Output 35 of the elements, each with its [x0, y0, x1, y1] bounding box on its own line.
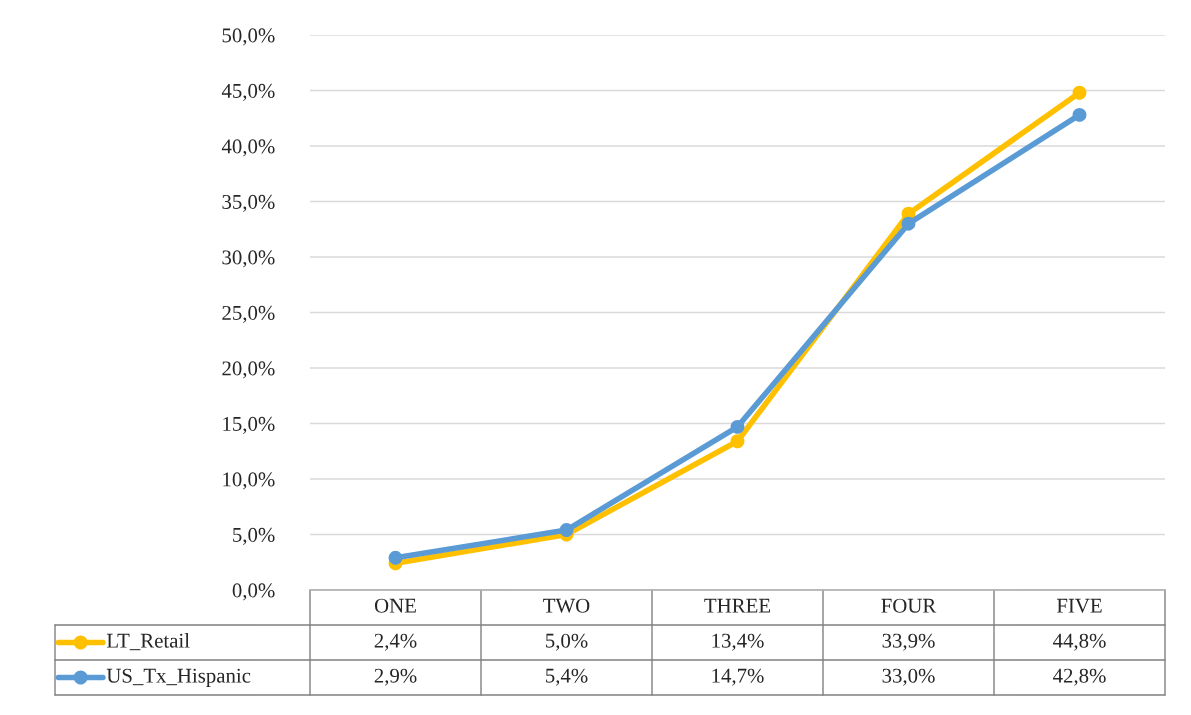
- data-label: 2,4%: [374, 633, 417, 651]
- y-tick-label: 25,0%: [222, 305, 275, 323]
- data-label: 44,8%: [1053, 633, 1106, 651]
- y-tick-label: 30,0%: [222, 250, 275, 268]
- x-tick-label: FOUR: [881, 598, 937, 613]
- point: [559, 523, 574, 537]
- x-tick-label: TWO: [543, 598, 590, 613]
- point: [730, 434, 745, 449]
- y-tick-label: 10,0%: [223, 472, 275, 490]
- y-tick-label: 5,0%: [233, 527, 275, 545]
- x-tick-label: FIVE: [1056, 598, 1102, 613]
- data-label: 13,4%: [712, 633, 764, 651]
- data-label: 33,9%: [882, 633, 935, 651]
- legend-label: LT_Retail: [106, 633, 190, 651]
- data-label: 42,8%: [1053, 668, 1106, 686]
- data-label: 33,0%: [882, 668, 935, 686]
- y-tick-label: 35,0%: [222, 194, 275, 212]
- y-tick-label: 20,0%: [222, 361, 275, 379]
- point: [901, 216, 916, 231]
- x-tick-label: ONE: [374, 598, 416, 613]
- data-label: 5,0%: [546, 633, 588, 651]
- point: [730, 419, 745, 434]
- y-tick-label: 40,0%: [221, 139, 275, 157]
- x-tick-label: THREE: [704, 598, 771, 613]
- data-label: 2,9%: [374, 668, 417, 686]
- point: [1072, 107, 1087, 122]
- point: [1072, 85, 1087, 100]
- point: [388, 550, 403, 565]
- y-tick-label: 50,0%: [222, 28, 275, 46]
- y-tick-label: 15,0%: [223, 416, 275, 434]
- y-tick-label: 0,0%: [232, 583, 275, 601]
- data-label: 5,4%: [546, 668, 588, 686]
- y-tick-label: 45,0%: [221, 83, 275, 101]
- data-label: 14,7%: [712, 668, 764, 686]
- legend-label: US_Tx_Hispanic: [106, 668, 251, 687]
